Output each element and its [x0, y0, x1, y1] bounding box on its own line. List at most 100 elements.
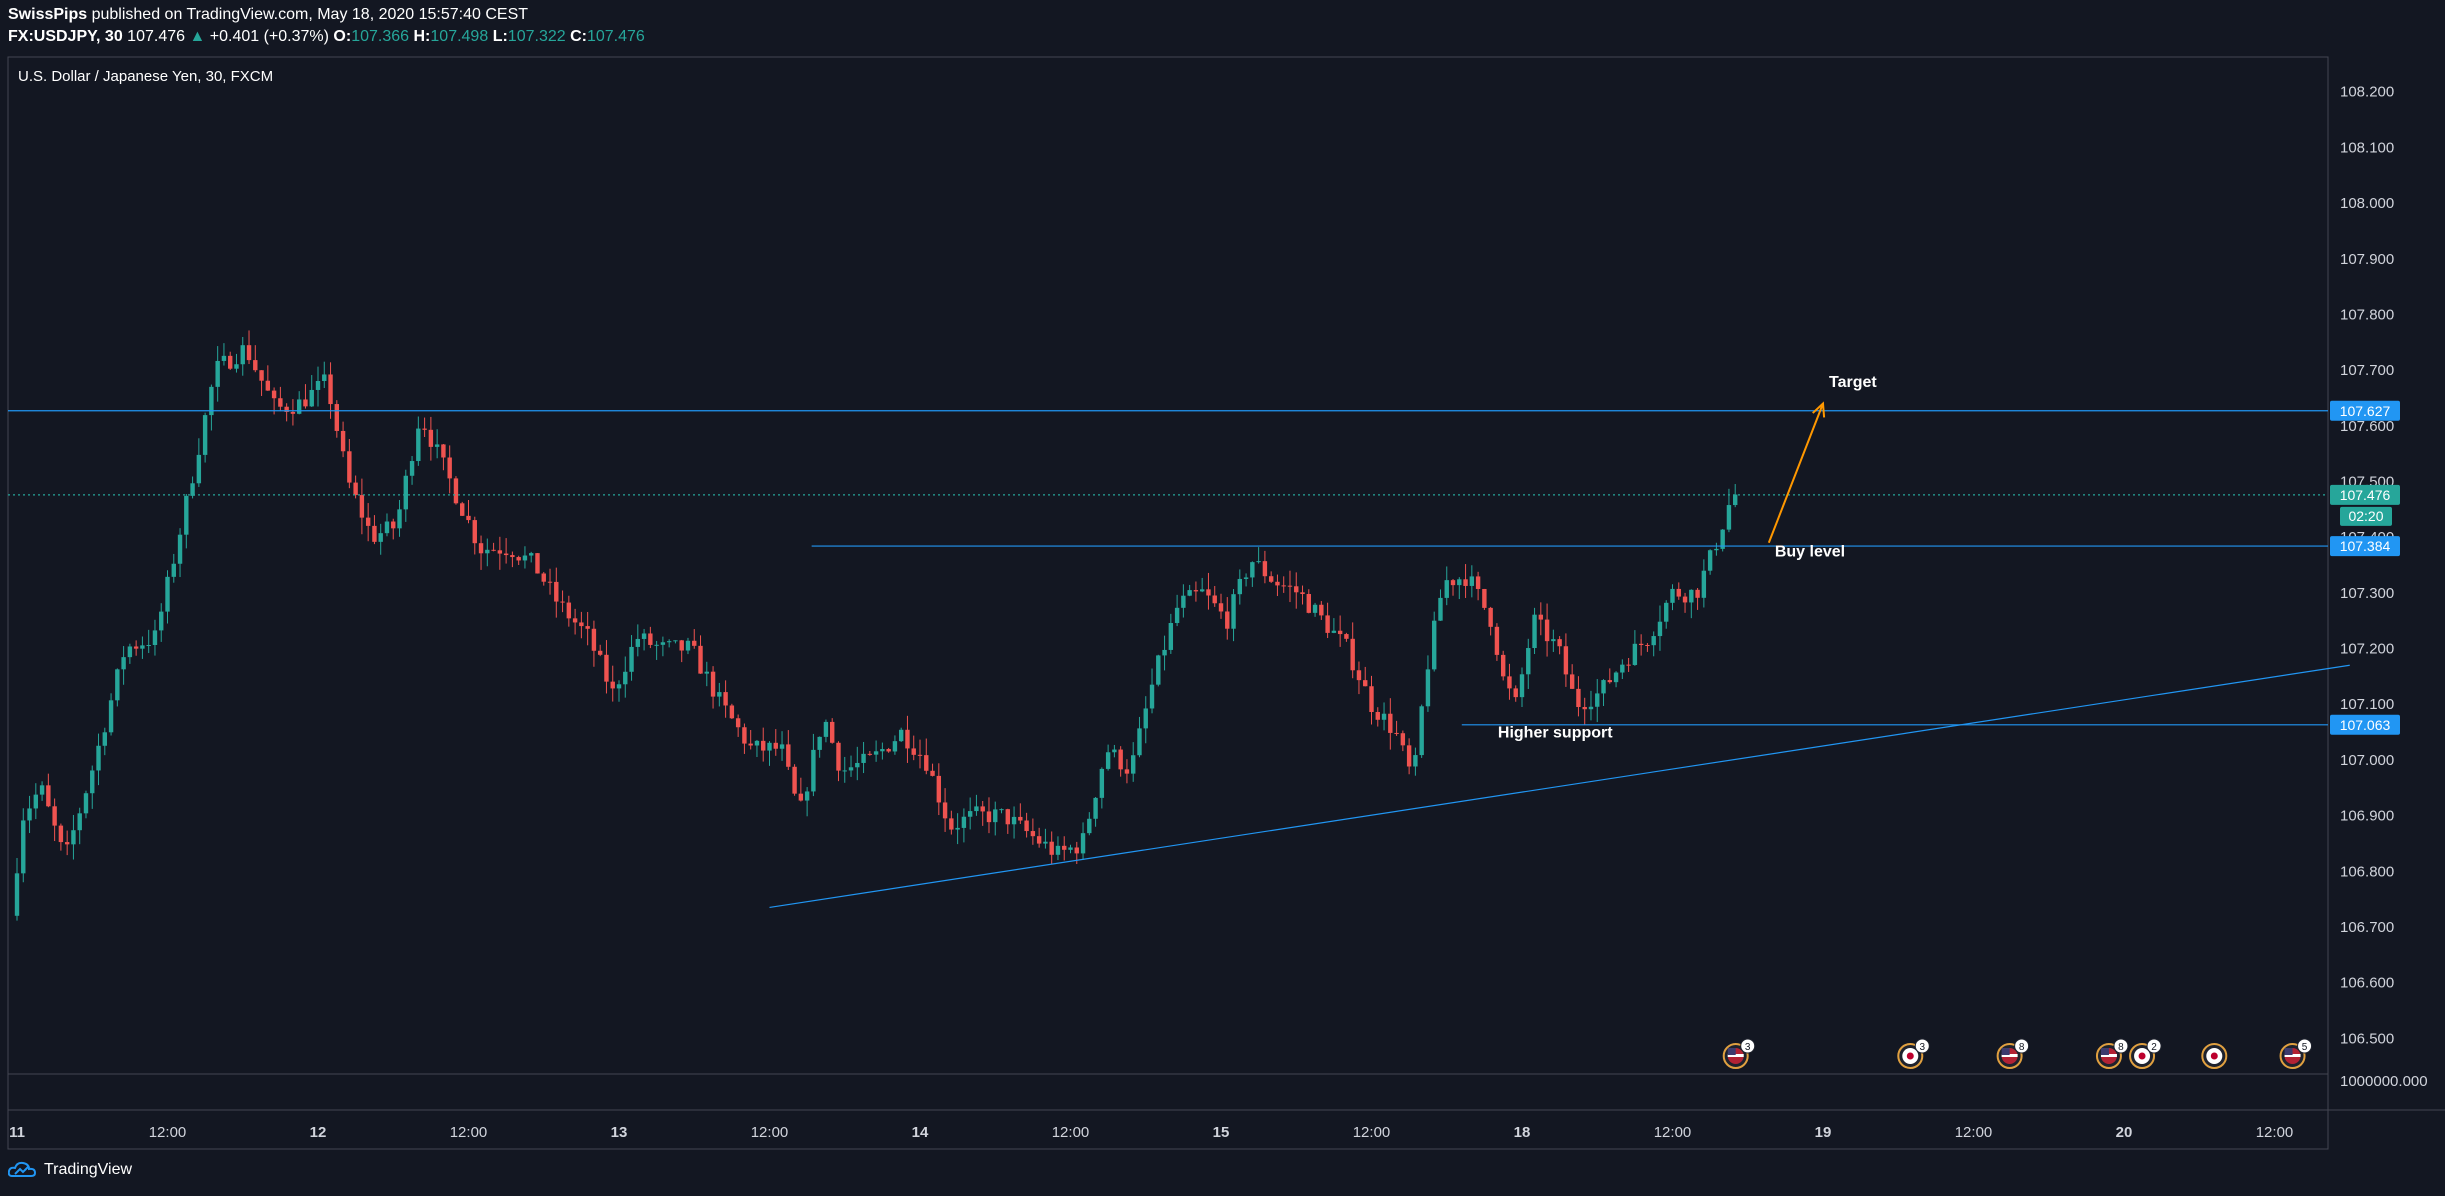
event-count: 3 — [1920, 1042, 1926, 1053]
candle-body — [660, 642, 666, 645]
chart-frame — [7, 56, 2329, 1150]
candle-body — [1607, 680, 1612, 683]
price-label: 107.063 — [2340, 717, 2391, 733]
candle-body — [522, 555, 528, 561]
tradingview-logo[interactable]: TradingView — [8, 1160, 132, 1180]
candle-body — [1325, 615, 1330, 633]
candle-body — [1720, 529, 1725, 549]
candle-body — [1268, 576, 1274, 582]
candle-body — [221, 355, 227, 361]
candle-body — [1695, 589, 1700, 598]
candle-body — [604, 654, 609, 682]
candle-body — [648, 633, 653, 645]
candle-body — [115, 669, 120, 701]
time-axis[interactable]: 11 12:00 12 12:00 13 12:00 14 12:00 15 12:00 18 12:… — [9, 1124, 2293, 1141]
target-arrow — [1767, 403, 1824, 544]
candle-body — [271, 390, 277, 399]
candle-body — [1105, 752, 1111, 769]
open-label: O: — [333, 28, 352, 45]
candle-body — [1256, 561, 1261, 563]
candle-body — [1544, 619, 1550, 642]
candle-body — [830, 721, 835, 743]
candle-body — [1149, 684, 1155, 709]
candle-body — [14, 873, 20, 916]
candle-body — [1613, 672, 1619, 683]
price-tick-label: 106.900 — [2340, 808, 2394, 825]
candle-body — [1350, 638, 1355, 671]
price-axis[interactable]: 108.200 108.100 108.000 107.900 107.800 107.7… — [2330, 84, 2400, 1048]
candle-body — [641, 633, 647, 639]
price-tick-label: 108.000 — [2340, 195, 2394, 212]
candle-body — [1394, 732, 1399, 734]
candle-body — [823, 721, 829, 737]
candle-body — [1475, 576, 1481, 589]
candle-body — [1664, 602, 1669, 622]
candle-body — [585, 626, 590, 629]
candle-body — [422, 428, 427, 430]
candle-body — [1400, 733, 1406, 746]
candle-body — [1087, 818, 1092, 834]
candles-layer — [14, 330, 1738, 921]
price-label: 107.384 — [2340, 538, 2391, 554]
candle-body — [942, 802, 948, 819]
candle-body — [64, 842, 70, 845]
change-up-arrow-icon: ▲ — [189, 28, 206, 45]
candle-body — [623, 671, 628, 685]
candle-body — [1601, 680, 1606, 694]
open-value: 107.366 — [351, 28, 410, 45]
candle-body — [1682, 596, 1688, 603]
candle-body — [1620, 664, 1625, 673]
price-tick-label: 107.700 — [2340, 362, 2394, 379]
candle-body — [1463, 579, 1468, 586]
price-tick-label: 107.200 — [2340, 641, 2394, 658]
time-tick-label: 12:00 — [2256, 1124, 2294, 1141]
candle-body — [798, 793, 804, 801]
price-label-box — [2330, 714, 2400, 735]
candle-body — [886, 749, 891, 752]
candle-body — [359, 495, 365, 518]
candle-body — [560, 601, 565, 603]
price-tick-label: 107.000 — [2340, 752, 2394, 769]
support-trendline — [769, 664, 2350, 909]
candle-body — [974, 806, 979, 812]
candle-body — [171, 563, 176, 577]
candle-body — [1011, 816, 1017, 825]
candle-body — [96, 745, 101, 771]
time-tick-label: 12:00 — [1353, 1124, 1391, 1141]
jp-flag-dot — [1906, 1052, 1914, 1060]
candle-body — [259, 370, 264, 381]
close-label: C: — [570, 28, 587, 45]
candle-body — [1457, 579, 1462, 586]
candle-body — [434, 444, 440, 447]
time-tick-label: 11 — [9, 1124, 25, 1141]
candle-body — [654, 644, 659, 646]
candle-body — [1331, 630, 1337, 633]
candle-body — [253, 360, 258, 371]
time-tick-label: 20 — [2116, 1124, 2133, 1141]
tradingview-cloud-icon — [8, 1161, 37, 1177]
candle-body — [1444, 580, 1449, 598]
candle-body — [1726, 505, 1732, 530]
price-tick-label: 106.800 — [2340, 863, 2394, 880]
event-count-badge — [2146, 1038, 2162, 1054]
candle-body — [579, 622, 584, 627]
candle-body — [566, 602, 572, 619]
event-count-badge — [2113, 1038, 2129, 1054]
candle-body — [698, 645, 703, 674]
price-tick-label: 106.700 — [2340, 919, 2394, 936]
candle-body — [980, 806, 985, 812]
candle-body — [497, 550, 503, 554]
candle-body — [1143, 708, 1148, 729]
chart-title: U.S. Dollar / Japanese Yen, 30, FXCM — [18, 68, 273, 85]
candle-body — [1080, 833, 1086, 854]
candle-body — [873, 751, 879, 755]
candle-body — [735, 718, 741, 728]
author-name[interactable]: SwissPips — [8, 6, 88, 23]
price-label: 107.476 — [2340, 487, 2391, 503]
low-value: 107.322 — [507, 28, 566, 45]
candle-body — [140, 645, 145, 649]
candle-body — [102, 732, 107, 746]
candle-body — [290, 411, 296, 414]
publish-line: SwissPips published on TradingView.com, … — [8, 4, 645, 26]
